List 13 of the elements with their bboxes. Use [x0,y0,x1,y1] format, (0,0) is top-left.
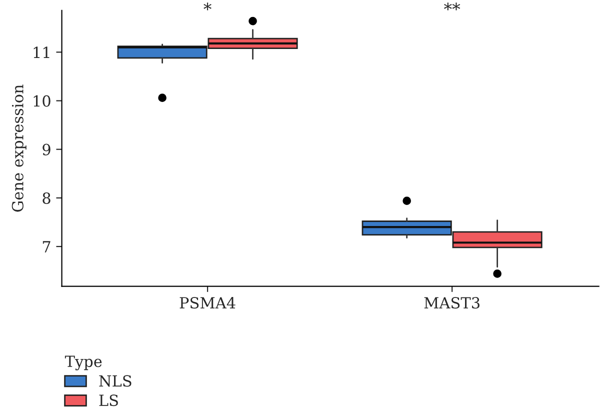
text: * [204,2,212,10]
y-tick-label: 11 [34,46,50,58]
y-tick-label: 8 [42,192,50,204]
legend-label: NLS [99,375,132,387]
y-axis-title: Gene expression [12,84,26,212]
x-tick-label: PSMA4 [180,297,236,309]
y-tick-label: 7 [42,241,50,252]
y-tick-label: 10 [34,95,50,107]
y-tick-label: 9 [42,144,50,156]
legend-title: Type [64,356,102,370]
x-tick-label: MAST3 [424,297,480,309]
text: ** [444,2,460,10]
legend-label: LS [99,394,118,406]
